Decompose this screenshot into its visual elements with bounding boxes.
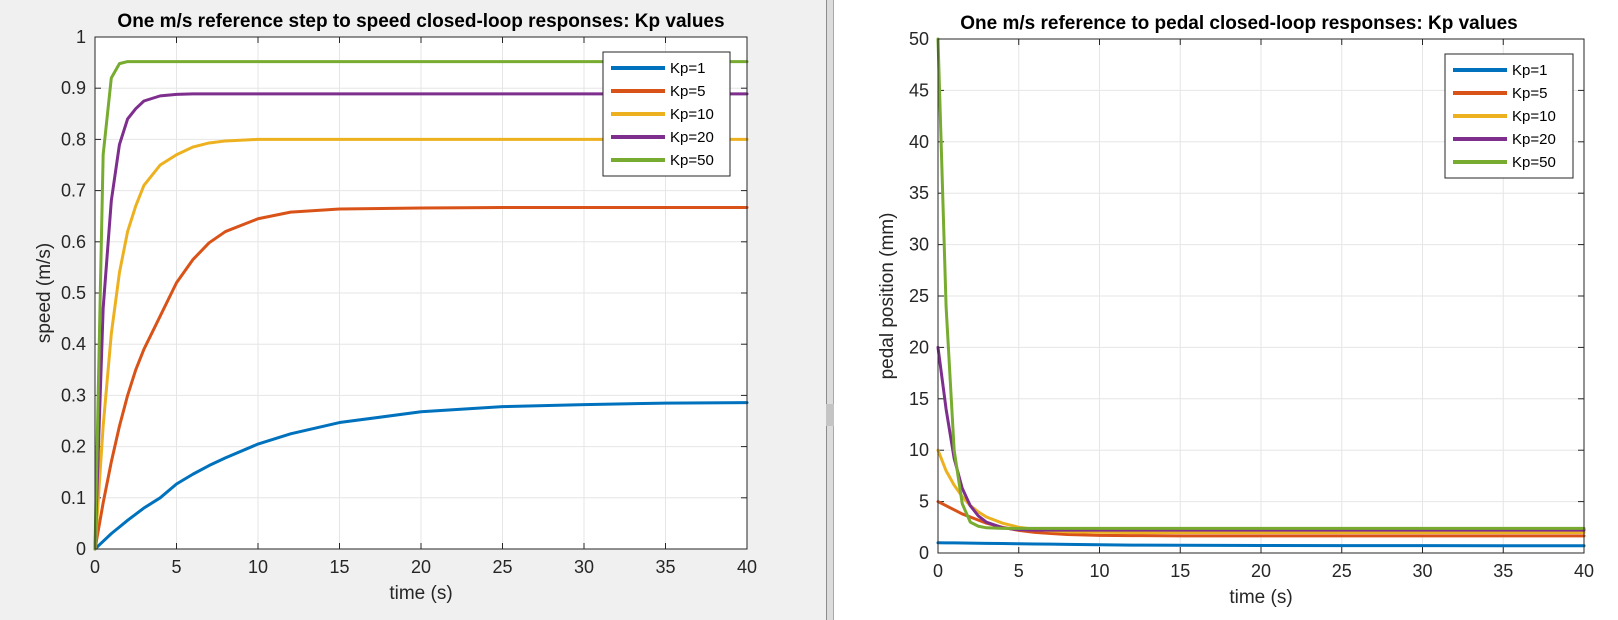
y-tick-label: 0.1 <box>61 488 86 508</box>
series-line-kp-5 <box>936 500 1586 538</box>
y-tick-label: 30 <box>909 235 929 255</box>
y-tick-label: 50 <box>909 29 929 49</box>
y-tick-label: 40 <box>909 132 929 152</box>
series-line-kp-20 <box>93 92 749 551</box>
legend-label: Kp=1 <box>670 60 705 77</box>
y-axis-label: speed (m/s) <box>34 243 55 343</box>
y-tick-label: 5 <box>919 492 929 512</box>
x-tick-label: 30 <box>574 557 594 577</box>
x-tick-label: 15 <box>1170 561 1190 581</box>
chart-title: One m/s reference to pedal closed-loop r… <box>960 13 1518 34</box>
y-tick-label: 45 <box>909 80 929 100</box>
y-tick-label: 0.5 <box>61 283 86 303</box>
legend-label: Kp=50 <box>1512 154 1556 171</box>
y-tick-label: 10 <box>909 440 929 460</box>
y-tick-label: 0.2 <box>61 437 86 457</box>
x-tick-label: 30 <box>1412 561 1432 581</box>
x-tick-label: 10 <box>1089 561 1109 581</box>
y-tick-label: 0.3 <box>61 385 86 405</box>
legend-label: Kp=5 <box>670 83 705 100</box>
y-tick-label: 0.8 <box>61 129 86 149</box>
y-tick-label: 35 <box>909 183 929 203</box>
series-line-kp-50 <box>93 60 749 551</box>
series-line-kp-5 <box>93 206 749 551</box>
divider-grip[interactable] <box>826 404 834 426</box>
x-tick-label: 0 <box>90 557 100 577</box>
x-tick-label: 20 <box>411 557 431 577</box>
legend-label: Kp=20 <box>670 129 714 146</box>
y-tick-label: 0.6 <box>61 232 86 252</box>
plot-frame <box>937 38 1585 554</box>
series-line-kp-1 <box>936 541 1586 548</box>
x-tick-label: 10 <box>248 557 268 577</box>
x-tick-label: 40 <box>1574 561 1594 581</box>
x-tick-label: 5 <box>171 557 181 577</box>
series-line-kp-50 <box>936 37 1586 530</box>
x-tick-label: 15 <box>329 557 349 577</box>
y-axis-label: pedal position (mm) <box>877 213 898 380</box>
y-tick-label: 0 <box>919 543 929 563</box>
x-tick-label: 35 <box>1493 561 1513 581</box>
y-tick-label: 0.4 <box>61 334 86 354</box>
x-tick-label: 40 <box>737 557 757 577</box>
chart-title: One m/s reference step to speed closed-l… <box>117 11 724 32</box>
figure-split-divider[interactable] <box>826 0 834 620</box>
x-tick-label: 25 <box>492 557 512 577</box>
x-axis-label: time (s) <box>1229 587 1292 608</box>
series-line-kp-20 <box>936 345 1586 532</box>
speed-response-chart: 0 5 10 15 20 25 30 35 40 0 0.1 0.2 0.3 0.4 0.5 0.6 0.7 0.… <box>34 11 757 604</box>
series-line-kp-10 <box>93 137 749 551</box>
legend-label: Kp=5 <box>1512 85 1547 102</box>
y-tick-label: 1 <box>76 27 86 47</box>
legend-label: Kp=10 <box>1512 108 1556 125</box>
y-tick-label: 20 <box>909 337 929 357</box>
pedal-response-chart: 0 5 10 15 20 25 30 35 40 0 5 10 15 20 25 30 35 40 45 50 One … <box>877 13 1594 608</box>
x-tick-label: 5 <box>1014 561 1024 581</box>
x-tick-label: 20 <box>1251 561 1271 581</box>
x-tick-label: 25 <box>1332 561 1352 581</box>
legend: Kp=1 Kp=5 Kp=10 Kp=20 Kp=50 <box>1444 53 1574 179</box>
left-figure-panel: 0 5 10 15 20 25 30 35 40 0 0.1 0.2 0.3 0.4 0.5 0.6 0.7 0.… <box>34 11 758 604</box>
legend-label: Kp=1 <box>1512 62 1547 79</box>
y-tick-label: 0.9 <box>61 78 86 98</box>
series-line-kp-1 <box>93 401 749 551</box>
legend: Kp=1 Kp=5 Kp=10 Kp=20 Kp=50 <box>602 51 731 177</box>
plot-frame <box>94 36 748 550</box>
y-tick-label: 0.7 <box>61 181 86 201</box>
right-figure-panel: 0 5 10 15 20 25 30 35 40 0 5 10 15 20 25 30 35 40 45 50 One … <box>834 0 1618 620</box>
x-tick-label: 0 <box>933 561 943 581</box>
x-axis-label: time (s) <box>389 583 452 604</box>
legend-label: Kp=10 <box>670 106 714 123</box>
legend-label: Kp=50 <box>670 152 714 169</box>
x-tick-label: 35 <box>655 557 675 577</box>
y-tick-label: 25 <box>909 286 929 306</box>
y-tick-label: 0 <box>76 539 86 559</box>
legend-label: Kp=20 <box>1512 131 1556 148</box>
y-tick-label: 15 <box>909 389 929 409</box>
